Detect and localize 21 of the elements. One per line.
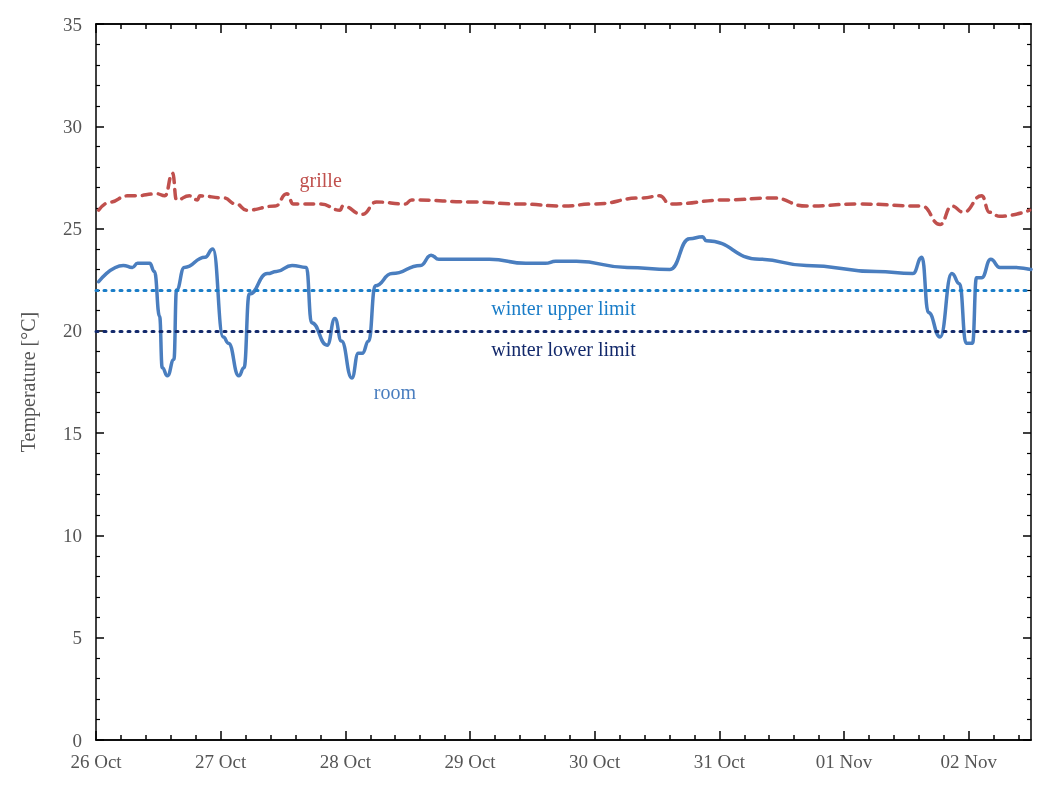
x-tick-label: 31 Oct	[693, 751, 746, 772]
y-tick-label: 5	[72, 627, 82, 649]
x-tick-label: 01 Nov	[815, 751, 873, 772]
ref-line-label: winter lower limit	[491, 337, 637, 360]
y-tick-label: 0	[72, 729, 82, 751]
series-label: grille	[299, 169, 342, 193]
x-tick-label: 26 Oct	[70, 751, 123, 772]
y-tick-label: 25	[63, 218, 82, 240]
x-tick-label: 02 Nov	[940, 751, 998, 772]
y-axis-title: Temperature [°C]	[17, 311, 40, 453]
y-tick-label: 20	[63, 320, 82, 342]
x-tick-label: 27 Oct	[195, 751, 247, 772]
y-tick-label: 10	[63, 524, 82, 546]
y-tick-label: 15	[63, 422, 82, 444]
ref-line-label: winter upper limit	[491, 296, 637, 320]
x-tick-label: 30 Oct	[569, 751, 621, 772]
y-tick-label: 35	[63, 13, 82, 35]
x-tick-label: 28 Oct	[319, 751, 372, 772]
series-label: room	[373, 380, 417, 403]
y-tick-label: 30	[63, 115, 82, 137]
x-tick-label: 29 Oct	[444, 751, 497, 772]
